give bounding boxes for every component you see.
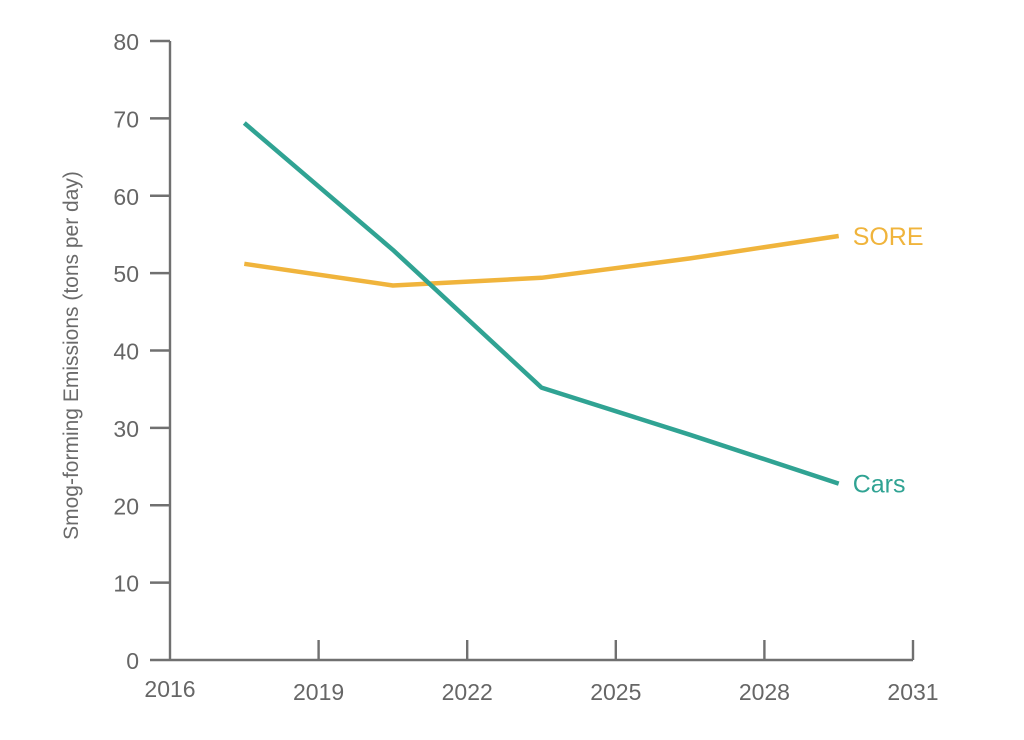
- x-tick-label: 2019: [293, 679, 344, 705]
- series-group: SORE Cars: [242, 121, 924, 499]
- y-tick-label: 80: [113, 29, 139, 55]
- y-tick-label: 20: [113, 493, 139, 519]
- y-tick-label: 10: [113, 571, 139, 597]
- y-tick-label: 50: [113, 261, 139, 287]
- series-line-sore: [243, 233, 840, 288]
- y-tick-label: 30: [113, 416, 139, 442]
- series-line-cars: [242, 121, 840, 486]
- y-axis-ticks: 0 10 20 30 40 50 60 70 80: [113, 29, 170, 674]
- axes: [150, 41, 913, 662]
- y-tick-label: 60: [113, 184, 139, 210]
- x-axis-ticks: 2016 2019 2022 2025 2028 2031: [144, 640, 939, 705]
- series-label-cars: Cars: [853, 471, 906, 499]
- series-label-sore: SORE: [853, 223, 924, 251]
- y-tick-label: 70: [113, 106, 139, 132]
- y-axis-title: Smog-forming Emissions (tons per day): [60, 171, 83, 540]
- x-tick-label: 2031: [887, 679, 938, 705]
- x-tick-label: 2028: [739, 679, 790, 705]
- y-tick-label: 0: [126, 648, 139, 674]
- y-tick-label: 40: [113, 339, 139, 365]
- x-tick-label: 2025: [590, 679, 641, 705]
- x-tick-label: 2022: [442, 679, 493, 705]
- x-tick-label: 2016: [144, 676, 195, 702]
